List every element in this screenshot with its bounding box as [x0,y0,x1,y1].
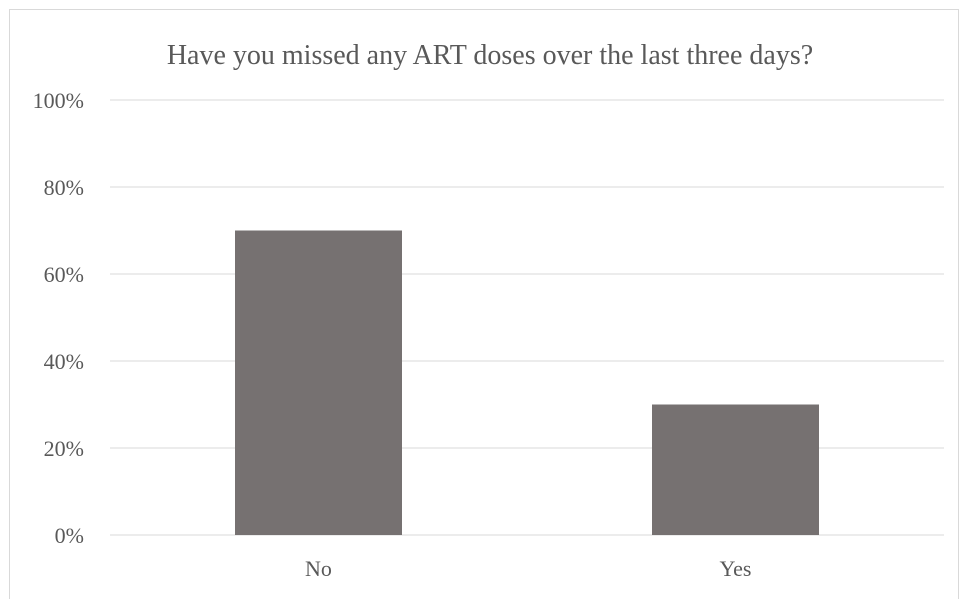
y-tick-label: 80% [44,175,84,200]
y-tick-label: 60% [44,262,84,287]
y-tick-label: 20% [44,436,84,461]
bar-no [235,230,402,535]
y-tick-label: 40% [44,349,84,374]
x-tick-label: No [305,556,332,581]
y-axis-ticks: 0% 20% 40% 60% 80% 100% [33,88,84,548]
y-tick-label: 100% [33,88,84,113]
y-tick-label: 0% [55,523,84,548]
x-axis-ticks: No Yes [305,556,751,581]
bar-yes [652,404,819,535]
bars [235,230,819,535]
x-tick-label: Yes [719,556,751,581]
chart-title: Have you missed any ART doses over the l… [167,40,813,71]
